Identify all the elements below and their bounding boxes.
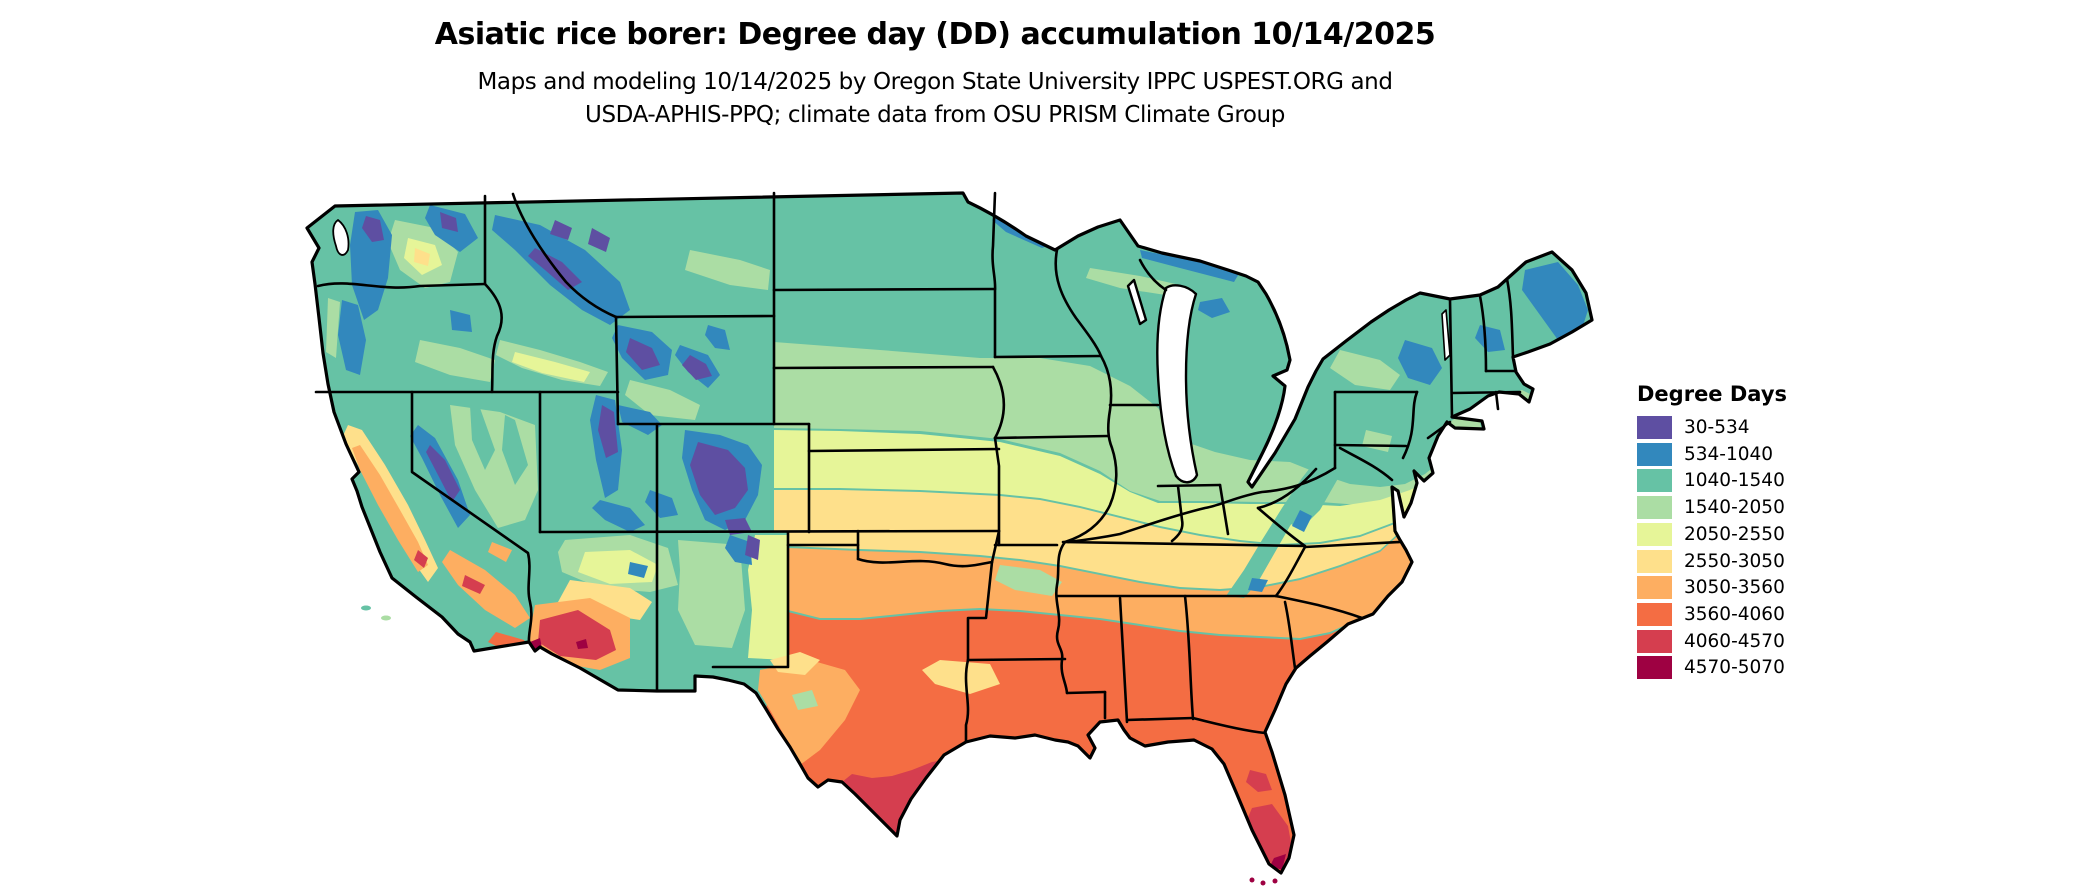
legend-label: 1040-1540 [1684, 470, 1785, 492]
band-1540-2050 [774, 342, 1476, 505]
legend-swatch [1637, 576, 1672, 600]
legend-swatch [1637, 496, 1672, 520]
ozarks-green [995, 565, 1062, 596]
band-3560-4060 [766, 610, 1348, 873]
legend-label: 30-534 [1684, 417, 1750, 439]
legend-item: 1040-1540 [1637, 469, 1787, 493]
edwards-plateau [922, 660, 1000, 694]
legend-label: 534-1040 [1684, 443, 1774, 465]
willamette-valley [326, 298, 340, 358]
legend-item: 4570-5070 [1637, 656, 1787, 680]
legend-swatch [1637, 629, 1672, 653]
legend-swatch [1637, 602, 1672, 626]
legend-item: 3050-3560 [1637, 576, 1787, 600]
south-texas-red [842, 760, 944, 836]
legend-swatch [1637, 522, 1672, 546]
state-borders [314, 191, 1522, 743]
florida-keys [1249, 877, 1255, 883]
south-florida-red [1246, 804, 1292, 870]
subtitle-line-2: USDA-APHIS-PPQ; climate data from OSU PR… [585, 102, 1285, 128]
legend-label: 4060-4570 [1684, 630, 1785, 652]
adirondacks-blue [1398, 340, 1442, 385]
legend-label: 4570-5070 [1684, 657, 1785, 679]
legend-label: 2550-3050 [1684, 550, 1785, 572]
smokies-blue [1248, 578, 1268, 592]
legend-title: Degree Days [1637, 382, 1788, 406]
lake-champlain [1441, 309, 1451, 361]
legend-item: 1540-2050 [1637, 496, 1787, 520]
lake-michigan [1156, 284, 1199, 484]
us-choropleth-map [305, 191, 1594, 886]
florida-keys [1272, 878, 1278, 884]
superior-shore-blue [1140, 250, 1240, 282]
legend-items: 30-534 534-1040 1040-1540 1540-2050 2050-255… [1637, 416, 1787, 680]
phoenix-red [538, 610, 616, 660]
legend-item: 30-534 [1637, 416, 1787, 440]
legend-item: 534-1040 [1637, 442, 1787, 466]
legend-swatch [1637, 416, 1672, 440]
legend-swatch [1637, 549, 1672, 573]
legend-item: 2550-3050 [1637, 549, 1787, 573]
florida-keys [1260, 880, 1266, 886]
legend-item: 3560-4060 [1637, 602, 1787, 626]
legend-swatch [1637, 469, 1672, 493]
title-block: Asiatic rice borer: Degree day (DD) accu… [235, 18, 1635, 132]
legend-item: 2050-2550 [1637, 522, 1787, 546]
map-raster [326, 205, 1588, 873]
page-subtitle: Maps and modeling 10/14/2025 by Oregon S… [235, 66, 1635, 132]
green-bay [1126, 278, 1148, 326]
legend-label: 2050-2550 [1684, 523, 1785, 545]
channel-islands [381, 615, 391, 621]
legend-swatch [1637, 656, 1672, 680]
finger-lakes-green [1330, 350, 1400, 390]
legend-swatch [1637, 442, 1672, 466]
nm-east-plains [748, 535, 788, 660]
subtitle-line-1: Maps and modeling 10/14/2025 by Oregon S… [477, 69, 1393, 95]
great-lakes [332, 219, 1451, 484]
band-3050-3560 [788, 532, 1412, 638]
puget-sound [332, 219, 350, 256]
legend-label: 3560-4060 [1684, 603, 1785, 625]
legend-label: 1540-2050 [1684, 497, 1785, 519]
page-title: Asiatic rice borer: Degree day (DD) accu… [434, 17, 1436, 52]
white-mountains-blue [1475, 325, 1505, 352]
legend-item: 4060-4570 [1637, 629, 1787, 653]
legend-label: 3050-3560 [1684, 577, 1785, 599]
legend: Degree Days 30-534 534-1040 1040-1540 1540-… [1637, 382, 1787, 683]
channel-islands [361, 605, 371, 611]
mojave-orange [442, 550, 530, 628]
offshore-islands [361, 605, 1278, 886]
maine-blue [1522, 262, 1588, 340]
